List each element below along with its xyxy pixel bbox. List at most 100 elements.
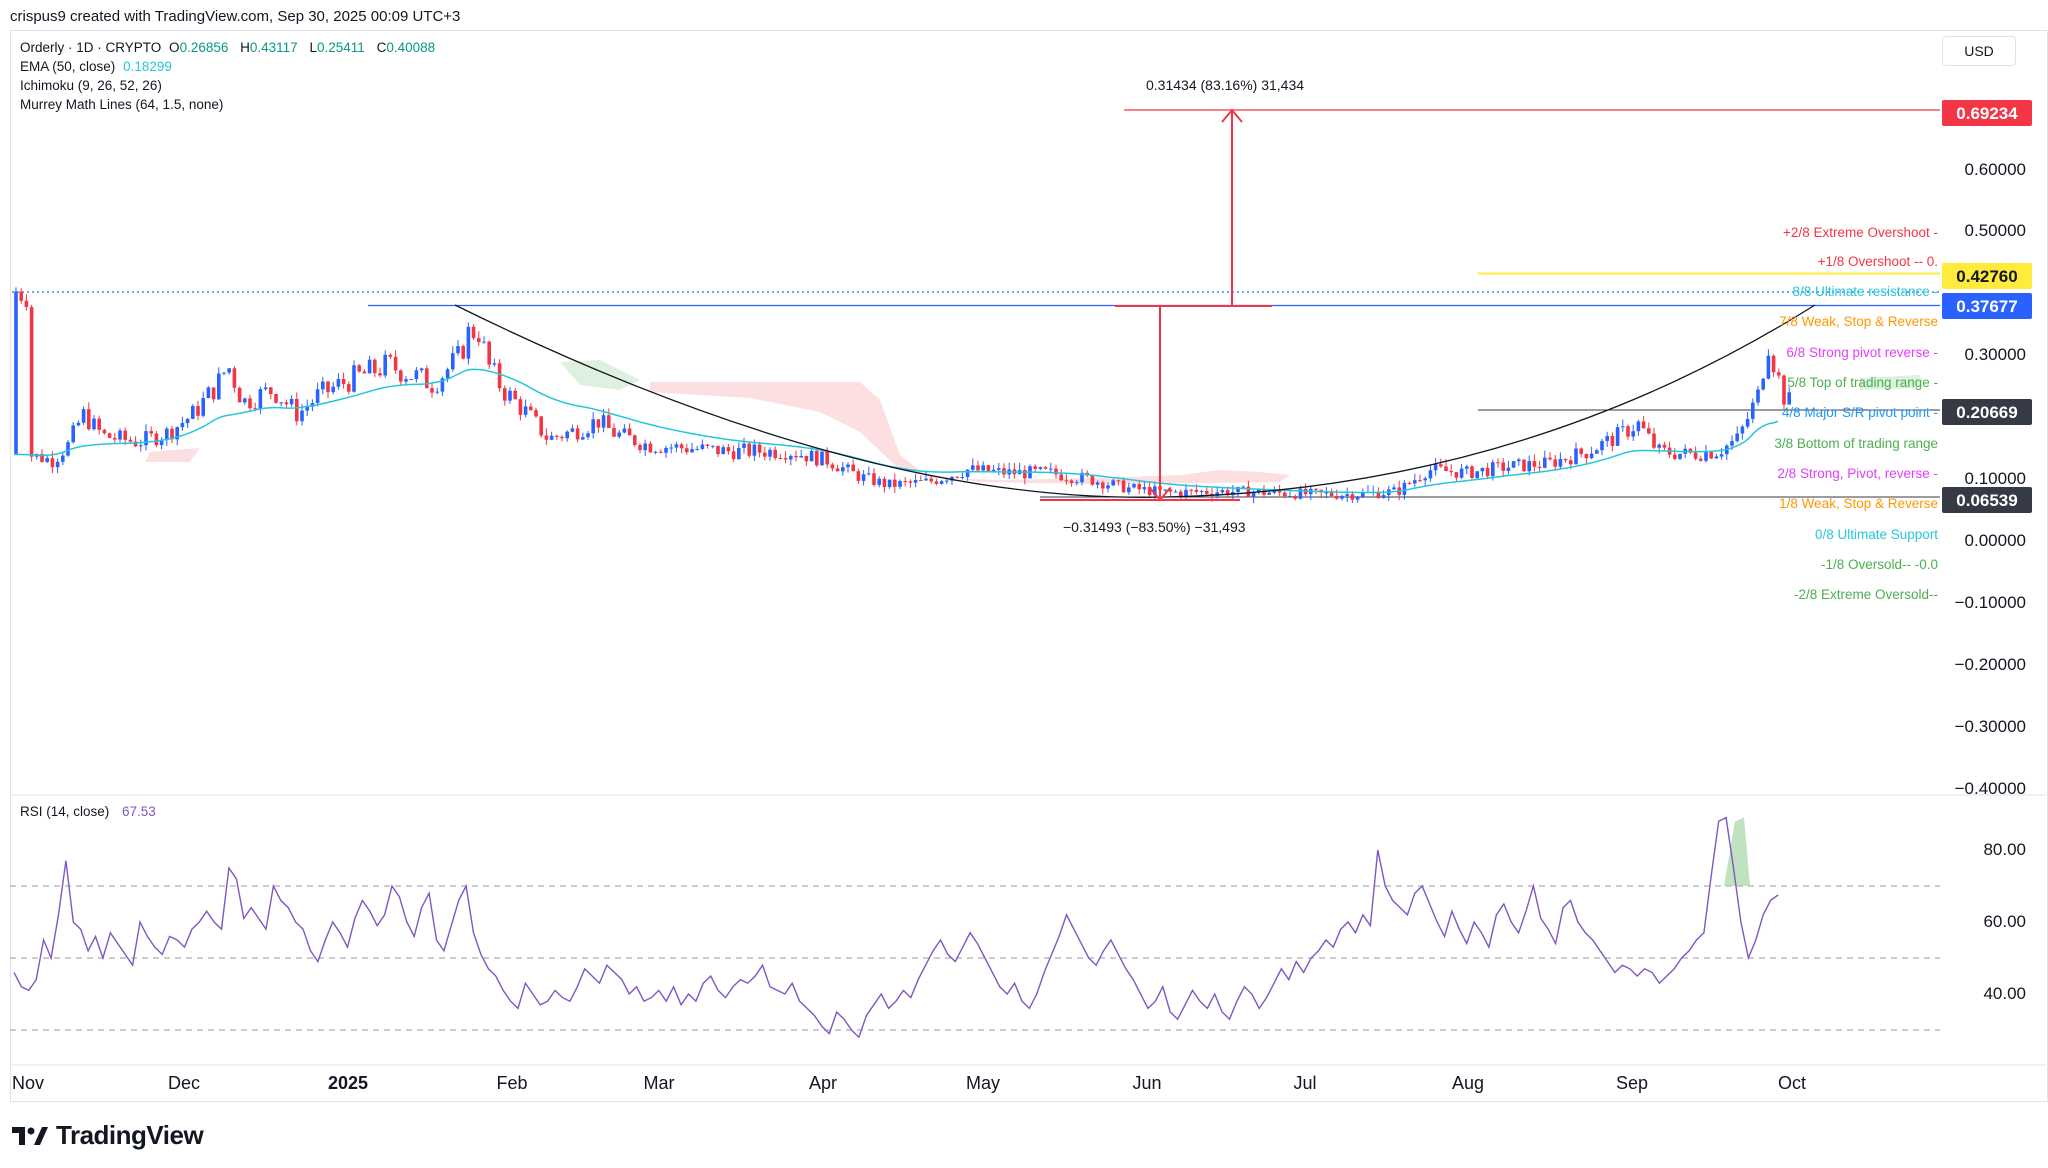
- rsi-tick-label: 60.00: [1983, 912, 2026, 931]
- candle-body: [128, 439, 133, 442]
- candle-body: [1413, 480, 1417, 484]
- candle-body: [1179, 491, 1183, 497]
- candle-body: [1485, 467, 1490, 477]
- candle-body: [960, 477, 965, 479]
- candle-body: [518, 399, 523, 415]
- candle-body: [997, 468, 1001, 470]
- rsi-pane: RSI (14, close) 67.53 80.00 60.00 40.00: [10, 794, 2046, 1039]
- legend-ichimoku[interactable]: Ichimoku (9, 26, 52, 26): [20, 78, 162, 93]
- price-label-box: [1942, 263, 2032, 289]
- candle-body: [612, 427, 616, 437]
- candle-body: [227, 368, 231, 373]
- candle-body: [191, 405, 195, 419]
- candle-body: [1584, 453, 1589, 459]
- candle-body: [232, 368, 237, 388]
- candle-body: [1132, 484, 1136, 488]
- candle-body: [1329, 492, 1334, 496]
- candle-body: [1444, 466, 1448, 471]
- candle-body: [1449, 470, 1453, 473]
- candle-body: [1277, 489, 1282, 493]
- candle-body: [451, 353, 455, 370]
- candle-body: [243, 398, 247, 403]
- candle-body: [1257, 489, 1261, 493]
- legend-murrey[interactable]: Murrey Math Lines (64, 1.5, none): [20, 97, 224, 112]
- candle-body: [24, 300, 29, 308]
- candle-body: [149, 431, 153, 434]
- candle-body: [570, 428, 575, 432]
- candle-body: [336, 379, 341, 387]
- candle-body: [1730, 441, 1734, 446]
- candle-body: [1719, 454, 1724, 457]
- currency-selector[interactable]: USD: [1942, 36, 2016, 66]
- candle-body: [1189, 489, 1193, 491]
- candle-body: [1777, 372, 1781, 376]
- candle-body: [352, 365, 356, 392]
- murrey-label: 5/8 Top of trading range -: [1787, 375, 1938, 390]
- candle-body: [799, 455, 803, 458]
- candle-body: [61, 455, 65, 462]
- rsi-tick-label: 40.00: [1983, 984, 2026, 1003]
- candle-body: [1517, 459, 1521, 462]
- candle-body: [206, 387, 211, 399]
- candle-body: [575, 428, 580, 440]
- candle-body: [731, 451, 736, 460]
- candle-body: [201, 398, 205, 416]
- candle-body: [555, 435, 559, 437]
- candle-body: [1579, 448, 1583, 454]
- candle-body: [1043, 467, 1048, 469]
- cloud-green-area: [1860, 375, 1920, 390]
- candle-body: [1173, 491, 1178, 493]
- candle-body: [1049, 468, 1053, 470]
- candle-body: [107, 433, 112, 438]
- candle-body: [622, 428, 627, 433]
- candle-body: [1454, 472, 1459, 478]
- candle-body: [362, 371, 367, 374]
- candle-body: [1652, 433, 1656, 448]
- measure-up-label: 0.31434 (83.16%) 31,434: [1146, 77, 1304, 93]
- candle-body: [1522, 459, 1526, 472]
- candle-body: [1756, 389, 1760, 403]
- candle-body: [1595, 450, 1599, 454]
- candle-body: [1787, 392, 1791, 405]
- candle-body: [1475, 471, 1479, 479]
- candle-body: [669, 447, 673, 449]
- candle-body: [1314, 488, 1318, 490]
- candle-body: [1205, 490, 1209, 494]
- price-chart[interactable]: 0.31434 (83.16%) 31,434 −0.31493 (−83.50%…: [0, 0, 2048, 1110]
- candle-body: [1121, 480, 1126, 493]
- rsi-line: [13, 816, 1779, 1039]
- legend-symbol[interactable]: Orderly · 1D · CRYPTO: [20, 40, 162, 55]
- candle-body: [1376, 491, 1381, 498]
- candle-body: [367, 359, 372, 374]
- tradingview-logo[interactable]: TradingView: [12, 1120, 204, 1151]
- candle-body: [430, 388, 434, 393]
- candle-body: [279, 402, 283, 404]
- candle-body: [1215, 492, 1219, 496]
- candle-body: [789, 456, 793, 460]
- candle-body: [627, 428, 632, 436]
- candle-body: [295, 398, 299, 422]
- candle-body: [633, 435, 637, 446]
- candle-body: [882, 478, 887, 488]
- candle-body: [1127, 487, 1131, 493]
- price-tick-label: 0.30000: [1965, 345, 2026, 364]
- price-axis: 0.60000 0.50000 0.30000 0.10000 0.00000 −0.10…: [1942, 100, 2032, 798]
- candle-body: [66, 442, 70, 456]
- candle-body: [1480, 467, 1485, 472]
- time-tick-label: Apr: [809, 1073, 837, 1093]
- murrey-label: 0/8 Ultimate Support: [1815, 527, 1938, 542]
- candle-body: [305, 406, 309, 411]
- candle-body: [1064, 480, 1069, 482]
- candle-body: [711, 445, 715, 447]
- candle-body: [1423, 478, 1427, 481]
- candle-body: [653, 451, 658, 453]
- legend-ema-row[interactable]: EMA (50, close) 0.18299: [20, 59, 176, 74]
- candle-body: [196, 405, 200, 416]
- price-label-value: 0.69234: [1956, 104, 2018, 123]
- candle-body: [1491, 462, 1495, 477]
- candle-body: [815, 450, 819, 466]
- candle-body: [565, 431, 569, 439]
- measure-up-arrowhead: [1221, 108, 1243, 123]
- candle-body: [341, 379, 346, 385]
- candle-body: [300, 410, 304, 422]
